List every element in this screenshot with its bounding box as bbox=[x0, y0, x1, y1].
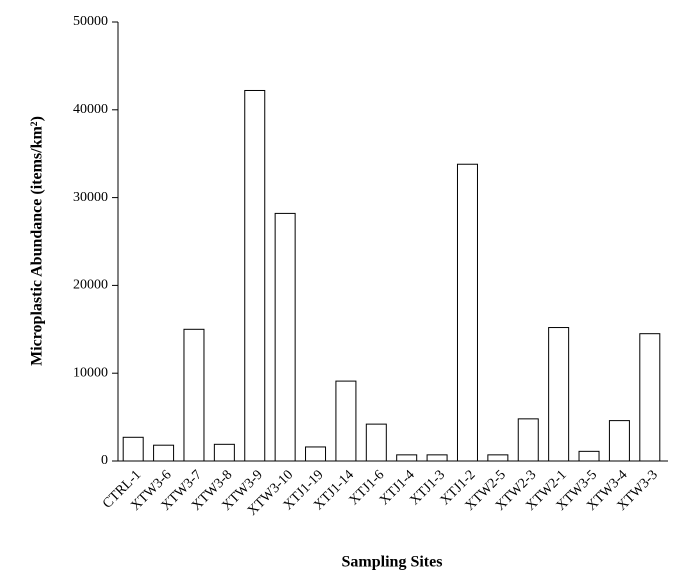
y-axis-title: Microplastic Abundance (items/km²) bbox=[29, 116, 46, 366]
bar bbox=[396, 454, 418, 462]
bar bbox=[213, 443, 235, 462]
bar bbox=[639, 333, 661, 462]
y-tick-label: 30000 bbox=[73, 190, 108, 205]
bar bbox=[305, 446, 327, 462]
bar bbox=[153, 444, 175, 462]
y-tick-label: 10000 bbox=[73, 365, 108, 380]
bar bbox=[608, 420, 630, 462]
bar bbox=[487, 454, 509, 462]
bar bbox=[335, 380, 357, 462]
bar bbox=[122, 436, 144, 462]
y-tick-label: 0 bbox=[101, 453, 108, 468]
bar bbox=[548, 327, 570, 462]
y-tick-label: 40000 bbox=[73, 102, 108, 117]
x-axis-title: Sampling Sites bbox=[342, 554, 443, 571]
bar bbox=[244, 89, 266, 462]
bar bbox=[426, 454, 448, 462]
bar bbox=[365, 423, 387, 462]
bar bbox=[183, 328, 205, 462]
bar bbox=[517, 418, 539, 462]
bar bbox=[274, 212, 296, 462]
y-tick-label: 20000 bbox=[73, 278, 108, 293]
bar bbox=[456, 163, 478, 462]
y-tick-label: 50000 bbox=[73, 14, 108, 29]
bar bbox=[578, 450, 600, 462]
